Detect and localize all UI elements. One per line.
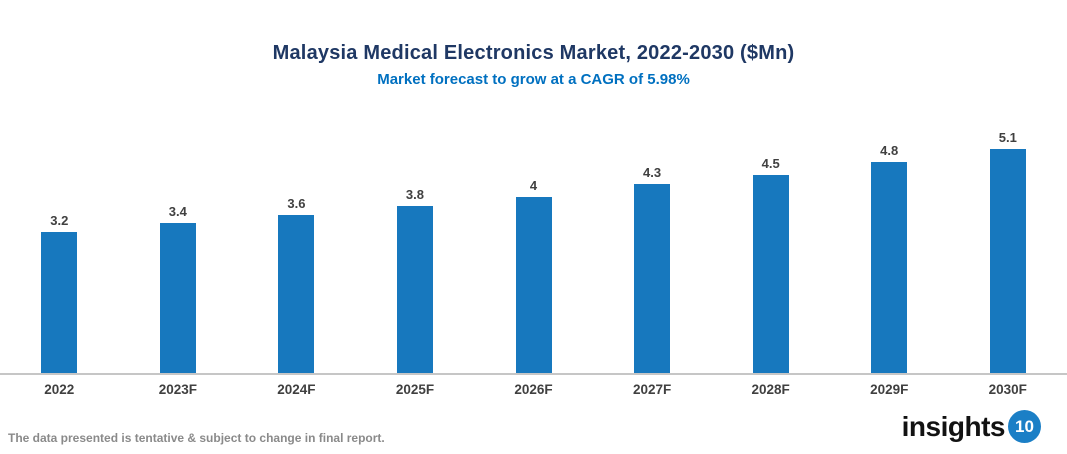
- chart-header: Malaysia Medical Electronics Market, 202…: [0, 42, 1067, 88]
- category-label-2028F: 2028F: [751, 382, 790, 397]
- category-label-2026F: 2026F: [514, 382, 553, 397]
- category-label-2023F: 2023F: [158, 382, 197, 397]
- bar-column-2030F: 5.1: [949, 130, 1067, 373]
- bar-value-label-2026F: 4: [529, 178, 538, 193]
- bar-2023F: [159, 223, 196, 373]
- bar-column-2028F: 4.5: [711, 130, 830, 373]
- bar-2025F: [396, 205, 433, 373]
- disclaimer-text: The data presented is tentative & subjec…: [8, 431, 385, 445]
- chart-title: Malaysia Medical Electronics Market, 202…: [272, 42, 795, 64]
- category-axis: 2022 2023F 2024F 2025F 2026F 2027F 2028F 2029F 2…: [0, 375, 1067, 397]
- bar-2024F: [278, 214, 315, 373]
- bar-2026F: [515, 197, 552, 373]
- logo-wordmark: insights: [901, 410, 1006, 442]
- logo-badge-10: 10: [1008, 410, 1041, 443]
- bar-value-label-2027F: 4.3: [643, 164, 662, 180]
- bars-row: 3.2 3.4 3.6 3.8 4 4.3 4.5 4.8 5.1: [0, 130, 1067, 375]
- bar-2030F: [989, 148, 1026, 373]
- bar-value-label-2029F: 4.8: [880, 142, 899, 158]
- bar-2029F: [871, 161, 908, 373]
- bar-value-label-2028F: 4.5: [761, 156, 780, 171]
- bar-value-label-2023F: 3.4: [168, 204, 187, 220]
- category-label-2030F: 2030F: [988, 382, 1027, 397]
- category-label-2022: 2022: [44, 382, 75, 397]
- category-label-2024F: 2024F: [277, 382, 316, 397]
- bar-column-2027F: 4.3: [593, 130, 712, 373]
- bar-column-2022: 3.2: [0, 130, 119, 373]
- bar-value-label-2030F: 5.1: [998, 129, 1017, 145]
- bar-2022: [41, 232, 78, 373]
- bar-2027F: [634, 183, 671, 373]
- bar-value-label-2022: 3.2: [50, 213, 69, 229]
- bar-column-2029F: 4.8: [830, 130, 949, 373]
- bar-value-label-2024F: 3.6: [287, 195, 306, 211]
- bar-column-2023F: 3.4: [119, 130, 238, 373]
- bar-2028F: [752, 175, 789, 373]
- bar-column-2026F: 4: [474, 130, 593, 373]
- category-label-2027F: 2027F: [632, 382, 672, 397]
- bar-column-2024F: 3.6: [237, 130, 356, 373]
- bar-chart: 3.2 3.4 3.6 3.8 4 4.3 4.5 4.8 5.1 2022 2023F 2024F…: [0, 130, 1067, 397]
- bar-value-label-2025F: 3.8: [405, 186, 424, 202]
- chart-subtitle: Market forecast to grow at a CAGR of 5.9…: [377, 71, 690, 88]
- category-label-2029F: 2029F: [870, 382, 909, 397]
- insights10-logo: insights 10: [902, 410, 1041, 443]
- category-label-2025F: 2025F: [395, 382, 435, 397]
- bar-column-2025F: 3.8: [356, 130, 475, 373]
